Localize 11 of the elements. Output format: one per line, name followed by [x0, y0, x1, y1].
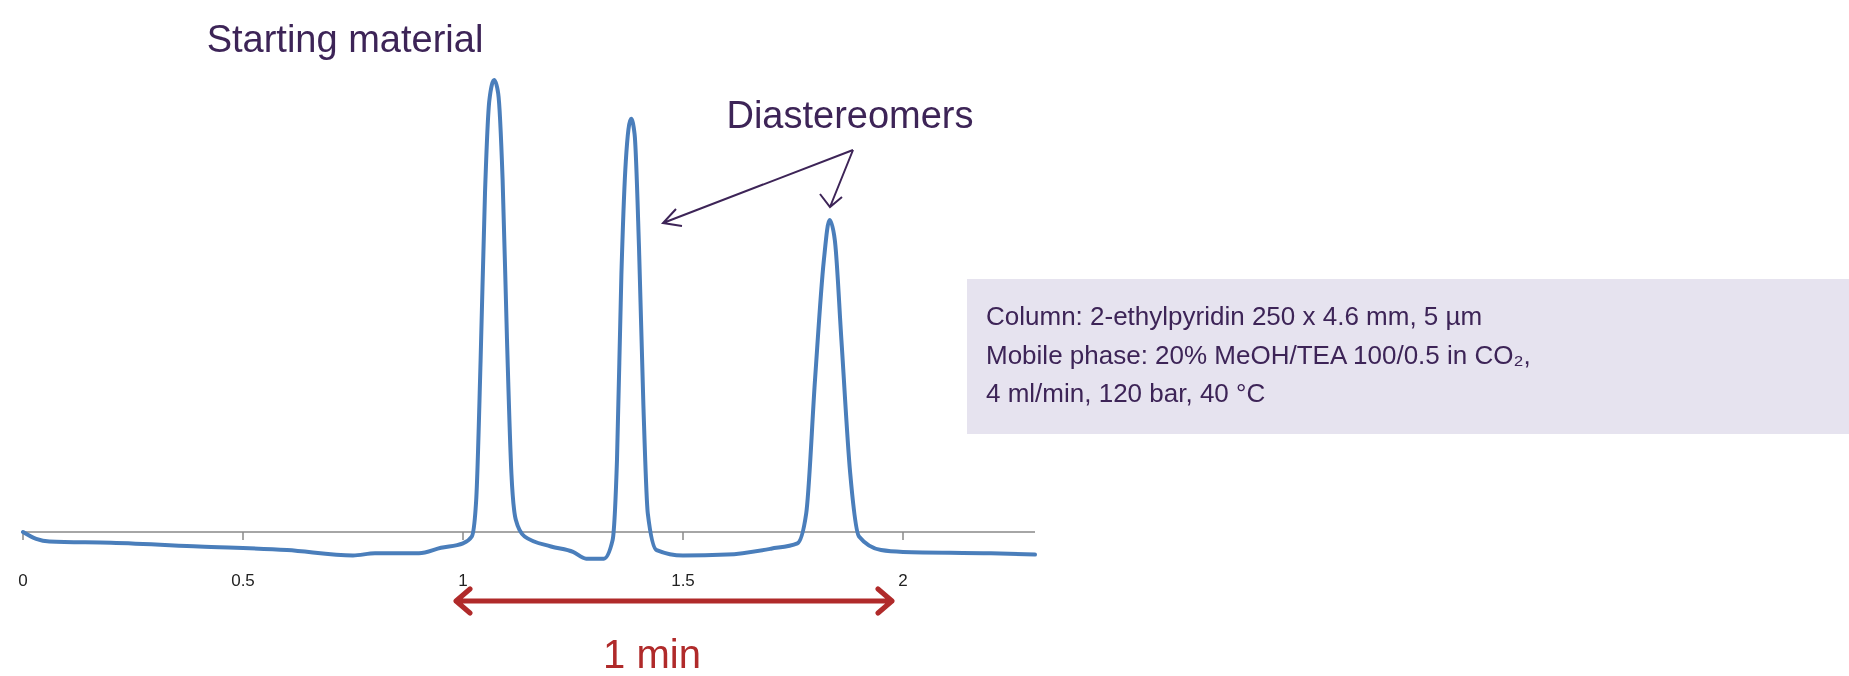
x-tick-label: 2	[898, 571, 908, 590]
text: 1 min	[603, 632, 701, 676]
text: Starting material	[206, 18, 484, 60]
annotation: Column: 2-ethylpyridin 250 x 4.6 mm, 5 µm	[986, 301, 1483, 331]
annotation: Diastereomers	[726, 94, 974, 136]
annotation: Mobile phase: 20% MeOH/TEA 100/0.5 in CO₂,	[986, 339, 1531, 370]
x-tick-label: 1.5	[671, 571, 695, 590]
x-tick-label: 0	[18, 571, 28, 590]
annotation: 4 ml/min, 120 bar, 40 °C	[986, 378, 1266, 408]
x-tick-label: 0.5	[231, 571, 255, 590]
x-tick-label: 1	[458, 571, 468, 590]
